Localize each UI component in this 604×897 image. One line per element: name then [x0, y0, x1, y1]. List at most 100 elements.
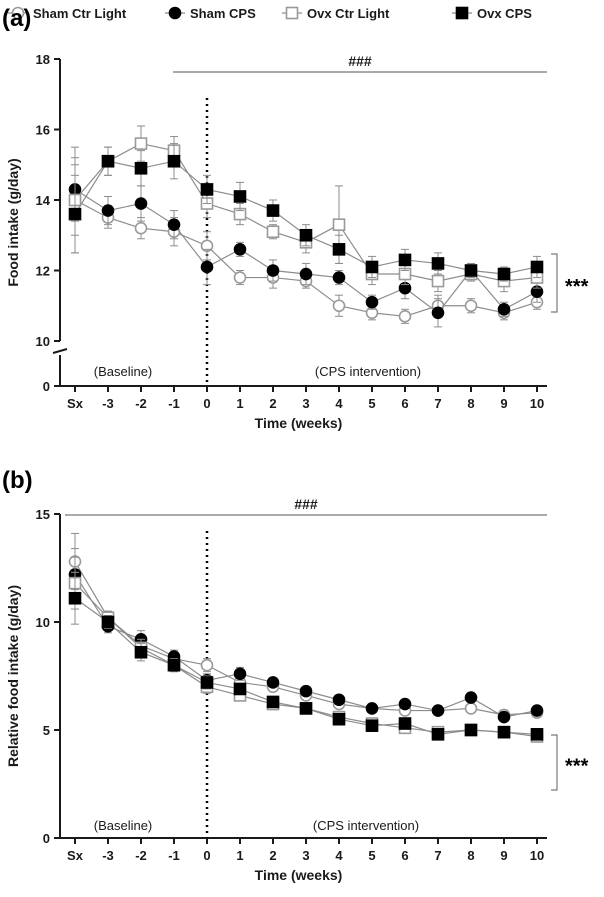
data-point-sham-cps-3 [299, 684, 313, 698]
data-point-ovx-cps-2 [134, 161, 148, 175]
data-point-ovx-cps-sx [68, 591, 82, 605]
x-tick-label: Sx [67, 848, 84, 863]
group-significance-label: *** [565, 276, 589, 298]
data-point-sham-cps-2 [266, 264, 280, 277]
x-tick-label: -1 [168, 396, 180, 411]
y-axis-title: Relative food intake (g/day) [5, 585, 21, 767]
data-point-ovx-cps-sx [68, 207, 82, 221]
y-tick-label: 18 [36, 52, 50, 67]
x-axis-title: Time (weeks) [255, 415, 343, 431]
data-point-ovx-cps-2 [266, 695, 280, 709]
data-point-sham-cps-1 [233, 243, 247, 256]
data-point-ovx-ctr-light-4 [332, 218, 346, 231]
x-tick-label: 5 [368, 848, 375, 863]
y-tick-label: 0 [43, 831, 50, 846]
x-tick-label: -1 [168, 848, 180, 863]
x-tick-label: 1 [236, 848, 243, 863]
panel-label-panel-a: (a) [2, 5, 31, 32]
data-point-ovx-cps-4 [332, 712, 346, 726]
data-point-sham-ctr-light-8 [464, 702, 478, 715]
axis-break-mark [52, 348, 68, 354]
x-tick-label: 9 [500, 848, 507, 863]
data-point-ovx-ctr-light-7 [431, 274, 445, 288]
x-tick-label: 8 [467, 396, 474, 411]
x-tick-label: 4 [335, 396, 343, 411]
x-tick-label: -2 [135, 848, 147, 863]
x-tick-label: 5 [368, 396, 375, 411]
legend-marker-sham-ctr-light [11, 6, 25, 20]
data-point-ovx-cps-9 [497, 725, 511, 739]
data-point-sham-cps-7 [431, 704, 445, 717]
y-tick-label-zero: 0 [43, 379, 50, 394]
x-tick-label: 6 [401, 396, 408, 411]
group-significance-bracket [551, 734, 558, 791]
legend-marker-ovx-ctr-light [285, 6, 299, 20]
y-tick-label: 12 [36, 264, 50, 279]
panel-label-panel-b: (b) [2, 467, 33, 494]
overall-significance-label: ### [348, 53, 372, 69]
data-point-ovx-cps-10 [530, 260, 544, 274]
data-point-ovx-cps-3 [299, 702, 313, 715]
x-tick-label: 10 [530, 396, 544, 411]
data-point-ovx-cps-3 [101, 154, 115, 168]
data-point-ovx-cps-4 [332, 243, 346, 256]
data-point-sham-cps-2 [134, 197, 148, 210]
x-tick-label: 0 [203, 396, 210, 411]
x-tick-label: 3 [302, 848, 309, 863]
data-point-sham-ctr-light-0 [200, 658, 214, 672]
x-tick-label: 2 [269, 396, 276, 411]
data-point-sham-ctr-light-1 [233, 271, 247, 284]
legend-label-ovx-cps: Ovx CPS [477, 6, 532, 21]
legend-marker-ovx-cps [455, 6, 469, 20]
data-point-ovx-cps-7 [431, 728, 445, 741]
data-point-sham-ctr-light-2 [134, 221, 148, 235]
legend-label-sham-cps: Sham CPS [190, 6, 256, 21]
y-tick-label: 14 [36, 193, 51, 208]
data-point-sham-cps-10 [530, 704, 544, 717]
data-point-sham-cps-6 [398, 697, 412, 711]
data-point-ovx-cps-9 [497, 267, 511, 281]
x-tick-label: 2 [269, 848, 276, 863]
data-point-ovx-cps-8 [464, 264, 478, 277]
data-point-ovx-cps-5 [365, 719, 379, 732]
x-tick-label: 0 [203, 848, 210, 863]
series-sham-cps [68, 157, 544, 328]
intervention-label: (CPS intervention) [315, 364, 421, 379]
data-point-ovx-cps-3 [299, 228, 313, 242]
panel-b: (b) 0 5 10 15 Sx -3 -2 -1 0 1 2 3 4 5 6 7 8 9 10 Time (weeks… [2, 467, 589, 883]
x-axis-title: Time (weeks) [255, 867, 343, 883]
x-tick-label: 10 [530, 848, 544, 863]
data-point-sham-cps-7 [431, 306, 445, 320]
data-point-sham-cps-5 [365, 295, 379, 309]
group-significance-label: *** [565, 756, 589, 778]
data-point-ovx-cps-10 [530, 728, 544, 741]
data-point-sham-cps-3 [101, 204, 115, 217]
data-point-ovx-ctr-light-2 [134, 137, 148, 150]
data-point-sham-cps-0 [200, 260, 214, 274]
data-point-ovx-cps-1 [167, 154, 181, 168]
x-tick-label: -3 [102, 848, 114, 863]
legend-label-sham-ctr-light: Sham Ctr Light [33, 6, 127, 21]
y-tick-label: 5 [43, 723, 50, 738]
x-tick-label: -2 [135, 396, 147, 411]
x-tick-label: 6 [401, 848, 408, 863]
x-tick-label: 1 [236, 396, 243, 411]
legend: Sham Ctr Light Sham CPS Ovx Ctr Light Ovx C… [8, 6, 532, 21]
y-tick-label: 10 [36, 615, 50, 630]
data-point-sham-ctr-light-8 [464, 299, 478, 313]
x-tick-label: 4 [335, 848, 343, 863]
x-tick-label: Sx [67, 396, 84, 411]
data-point-ovx-cps-1 [233, 682, 247, 696]
y-axis-title: Food intake (g/day) [5, 158, 21, 286]
data-point-sham-cps-4 [332, 693, 346, 707]
data-point-ovx-cps-0 [200, 676, 214, 689]
data-point-sham-cps-8 [464, 691, 478, 704]
data-point-ovx-cps-8 [464, 723, 478, 737]
data-point-ovx-cps-0 [200, 183, 214, 196]
x-tick-label: 7 [434, 848, 441, 863]
baseline-label: (Baseline) [94, 364, 153, 379]
group-significance-bracket [551, 253, 558, 313]
data-point-sham-cps-9 [497, 710, 511, 724]
